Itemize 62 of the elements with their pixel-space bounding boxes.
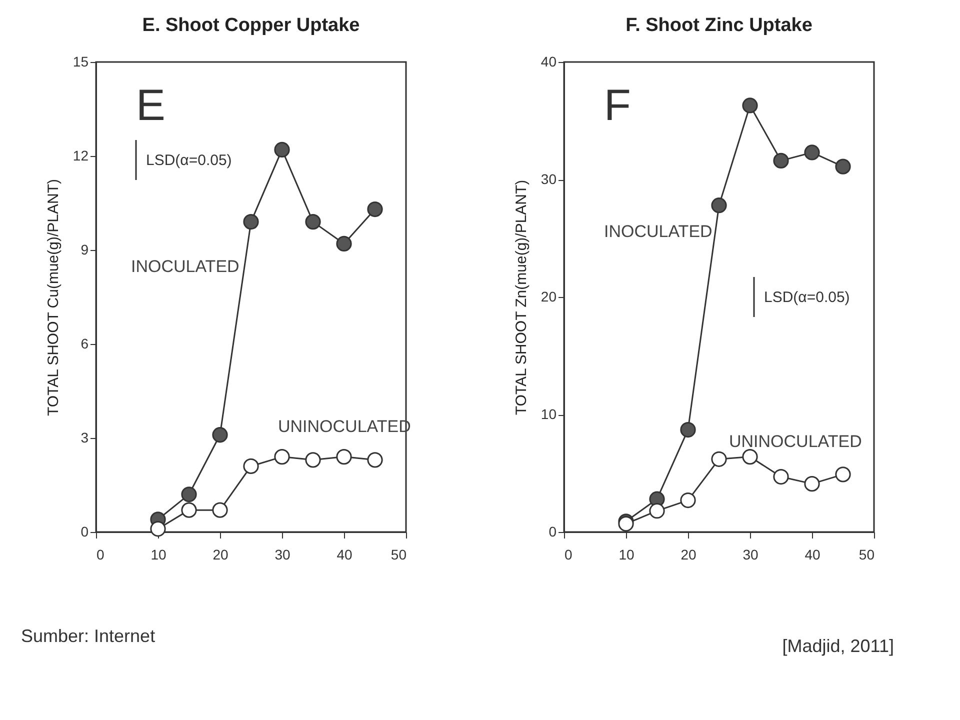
annotation: F <box>604 81 631 130</box>
text: Sumber: Internet <box>21 626 156 646</box>
point <box>680 422 696 438</box>
chart-title: F. Shoot Zinc Uptake <box>626 15 812 36</box>
point <box>274 448 290 465</box>
y-tick-label: 12 <box>72 148 89 164</box>
y-tick-label: 30 <box>540 171 557 187</box>
x-tick-label: 0 <box>96 546 104 562</box>
x-tick-label: 40 <box>336 546 352 562</box>
y-tick-label: 6 <box>80 336 89 352</box>
x-tick-label: 20 <box>212 546 228 562</box>
point <box>742 98 758 114</box>
point <box>649 503 665 519</box>
point <box>711 451 727 467</box>
annotation: LSD(α=0.05) <box>146 152 232 169</box>
point <box>773 152 789 169</box>
point <box>212 427 228 443</box>
point <box>711 198 727 214</box>
point <box>680 492 696 508</box>
point <box>305 214 321 230</box>
x-tick-label: 30 <box>274 546 290 562</box>
point <box>835 158 851 174</box>
y-axis-title: TOTAL SHOOT Zn(mue(g)/PLANT) <box>512 180 530 416</box>
x-tick-label: 10 <box>150 546 166 562</box>
point <box>305 452 321 468</box>
point <box>367 201 383 218</box>
y-tick-label: 0 <box>548 524 557 540</box>
point <box>742 448 758 465</box>
y-axis-title: TOTAL SHOOT Cu(mue(g)/PLANT) <box>44 179 62 416</box>
annotation: E <box>136 81 166 130</box>
point <box>274 142 290 158</box>
y-tick-label: 40 <box>540 54 557 70</box>
x-tick-label: 40 <box>804 546 820 562</box>
point <box>336 236 352 252</box>
x-tick-label: 20 <box>680 546 696 562</box>
point <box>212 502 228 518</box>
chart-title: E. Shoot Copper Uptake <box>142 15 360 36</box>
y-tick-label: 15 <box>72 54 89 70</box>
y-tick-label: 10 <box>540 406 557 422</box>
y-tick-label: 9 <box>80 242 89 258</box>
annotation: LSD(α=0.05) <box>764 289 850 306</box>
point <box>181 486 197 502</box>
x-tick-label: 30 <box>742 546 758 562</box>
point <box>243 214 259 230</box>
series-label: INOCULATED <box>604 222 712 241</box>
y-tick-label: 3 <box>80 430 89 446</box>
series-label: INOCULATED <box>131 257 240 276</box>
point <box>181 502 197 518</box>
y-tick-label: 0 <box>80 524 89 540</box>
x-tick-label: 50 <box>858 546 875 562</box>
x-tick-label: 0 <box>564 546 572 562</box>
point <box>336 448 352 465</box>
point <box>804 144 820 160</box>
x-tick-label: 10 <box>618 546 634 562</box>
text: [Madjid, 2011] <box>782 636 894 656</box>
series-label: UNINOCULATED <box>729 432 862 451</box>
point <box>773 468 789 485</box>
point <box>150 521 166 537</box>
x-tick-label: 50 <box>390 546 407 562</box>
point <box>804 476 820 492</box>
point <box>243 458 259 474</box>
y-tick-label: 20 <box>540 288 557 304</box>
